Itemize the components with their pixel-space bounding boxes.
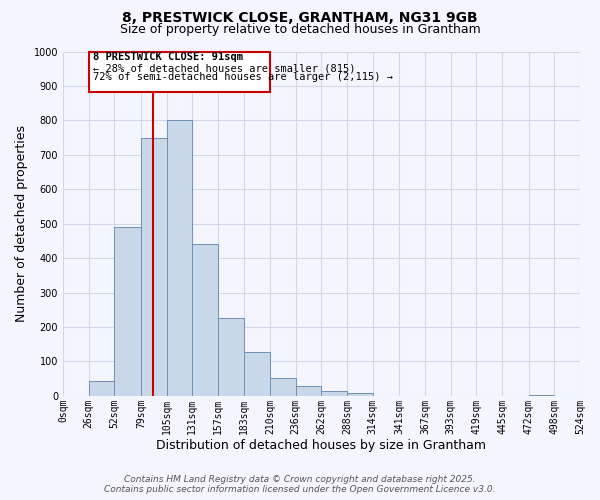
Bar <box>244 352 270 396</box>
Bar <box>529 395 554 396</box>
Bar <box>114 227 141 396</box>
Bar <box>270 378 296 396</box>
Bar <box>141 138 167 396</box>
Bar <box>192 244 218 396</box>
Text: Size of property relative to detached houses in Grantham: Size of property relative to detached ho… <box>119 22 481 36</box>
Text: Contains HM Land Registry data © Crown copyright and database right 2025.
Contai: Contains HM Land Registry data © Crown c… <box>104 474 496 494</box>
Text: 8, PRESTWICK CLOSE, GRANTHAM, NG31 9GB: 8, PRESTWICK CLOSE, GRANTHAM, NG31 9GB <box>122 11 478 25</box>
Y-axis label: Number of detached properties: Number of detached properties <box>15 125 28 322</box>
X-axis label: Distribution of detached houses by size in Grantham: Distribution of detached houses by size … <box>157 440 487 452</box>
Text: 72% of semi-detached houses are larger (2,115) →: 72% of semi-detached houses are larger (… <box>92 72 392 82</box>
Bar <box>89 382 114 396</box>
Text: ← 28% of detached houses are smaller (815): ← 28% of detached houses are smaller (81… <box>92 63 355 73</box>
Bar <box>322 391 347 396</box>
Bar <box>347 393 373 396</box>
Text: 8 PRESTWICK CLOSE: 91sqm: 8 PRESTWICK CLOSE: 91sqm <box>92 52 242 62</box>
Bar <box>167 120 192 396</box>
Bar <box>218 318 244 396</box>
FancyBboxPatch shape <box>89 52 270 92</box>
Bar <box>296 386 322 396</box>
